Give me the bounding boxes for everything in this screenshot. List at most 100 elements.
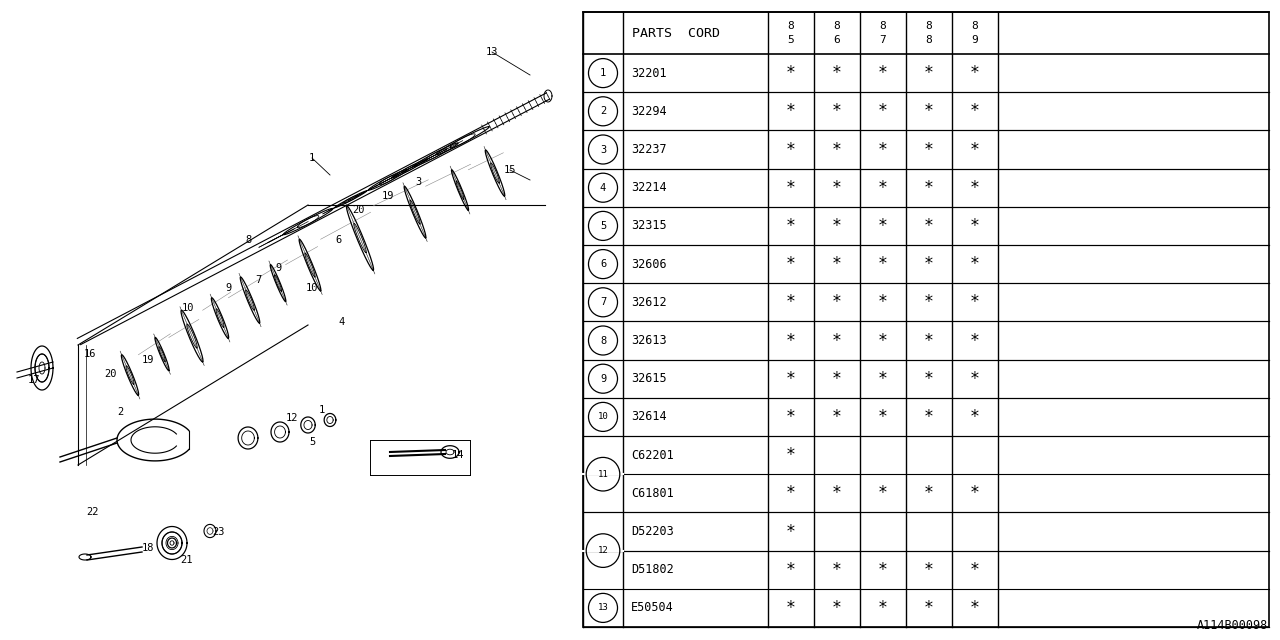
Text: *: *: [832, 332, 842, 349]
Text: 10: 10: [182, 303, 195, 313]
Text: 3: 3: [415, 177, 421, 187]
Text: 9: 9: [972, 35, 978, 45]
Text: *: *: [878, 102, 888, 120]
Text: 32201: 32201: [631, 67, 667, 79]
Text: *: *: [786, 64, 796, 82]
Text: *: *: [786, 102, 796, 120]
Text: 13: 13: [485, 47, 498, 57]
Text: *: *: [786, 408, 796, 426]
Text: 7: 7: [600, 298, 607, 307]
Text: *: *: [924, 102, 934, 120]
Text: 8: 8: [972, 21, 978, 31]
Text: 4: 4: [339, 317, 346, 327]
Text: *: *: [878, 599, 888, 617]
Text: 18: 18: [142, 543, 155, 553]
Text: *: *: [878, 332, 888, 349]
Text: *: *: [786, 217, 796, 235]
Text: 8: 8: [600, 335, 607, 346]
Text: *: *: [924, 217, 934, 235]
Text: 1: 1: [600, 68, 607, 78]
Text: *: *: [878, 561, 888, 579]
Text: 16: 16: [83, 349, 96, 359]
Text: *: *: [970, 255, 980, 273]
Text: *: *: [970, 64, 980, 82]
Text: 32614: 32614: [631, 410, 667, 424]
Text: 6: 6: [833, 35, 841, 45]
Text: *: *: [786, 179, 796, 196]
Text: *: *: [970, 179, 980, 196]
Text: 6: 6: [600, 259, 607, 269]
Text: *: *: [970, 561, 980, 579]
Text: *: *: [878, 484, 888, 502]
Text: *: *: [924, 599, 934, 617]
Text: *: *: [924, 293, 934, 311]
Text: *: *: [832, 408, 842, 426]
Text: 7: 7: [255, 275, 261, 285]
Text: A114B00098: A114B00098: [1197, 619, 1268, 632]
Text: *: *: [786, 484, 796, 502]
Text: *: *: [970, 217, 980, 235]
Text: *: *: [970, 484, 980, 502]
Text: C61801: C61801: [631, 487, 673, 500]
Text: 8: 8: [925, 35, 932, 45]
Text: 8: 8: [925, 21, 932, 31]
Text: *: *: [878, 217, 888, 235]
Text: 2: 2: [600, 106, 607, 116]
Text: C62201: C62201: [631, 449, 673, 461]
Text: 21: 21: [179, 555, 192, 565]
Bar: [582, 12, 1268, 627]
Text: *: *: [924, 370, 934, 388]
Text: 32606: 32606: [631, 258, 667, 271]
Text: 2: 2: [116, 407, 123, 417]
Text: 4: 4: [600, 182, 607, 193]
Text: *: *: [924, 484, 934, 502]
Text: *: *: [786, 293, 796, 311]
Text: *: *: [970, 408, 980, 426]
Text: *: *: [786, 255, 796, 273]
Text: 32615: 32615: [631, 372, 667, 385]
Text: *: *: [786, 561, 796, 579]
Text: *: *: [832, 141, 842, 159]
Text: *: *: [970, 332, 980, 349]
Text: *: *: [832, 484, 842, 502]
Text: *: *: [832, 64, 842, 82]
Text: *: *: [924, 141, 934, 159]
Text: 19: 19: [142, 355, 155, 365]
Text: 9: 9: [275, 263, 282, 273]
Text: *: *: [832, 255, 842, 273]
Text: E50504: E50504: [631, 602, 673, 614]
Text: *: *: [832, 293, 842, 311]
Text: 9: 9: [225, 283, 232, 293]
Text: *: *: [786, 332, 796, 349]
Text: 9: 9: [600, 374, 607, 384]
Text: *: *: [786, 522, 796, 541]
Text: *: *: [924, 332, 934, 349]
Text: *: *: [786, 141, 796, 159]
Text: 5: 5: [787, 35, 795, 45]
Text: *: *: [970, 141, 980, 159]
Text: PARTS  CORD: PARTS CORD: [631, 26, 719, 40]
Text: *: *: [832, 561, 842, 579]
Text: 23: 23: [211, 527, 224, 537]
Text: 32214: 32214: [631, 181, 667, 194]
Text: 8: 8: [244, 235, 251, 245]
Text: *: *: [878, 370, 888, 388]
Text: 13: 13: [598, 604, 608, 612]
Text: 14: 14: [452, 450, 465, 460]
Text: 15: 15: [504, 165, 516, 175]
Text: 8: 8: [787, 21, 795, 31]
Text: 10: 10: [598, 412, 608, 421]
Text: 1: 1: [319, 405, 325, 415]
Text: *: *: [878, 293, 888, 311]
Text: *: *: [924, 255, 934, 273]
Text: 19: 19: [381, 191, 394, 201]
Text: *: *: [878, 141, 888, 159]
Text: 8: 8: [833, 21, 841, 31]
Text: 7: 7: [879, 35, 886, 45]
Text: 20: 20: [104, 369, 116, 379]
Text: 32294: 32294: [631, 105, 667, 118]
Text: *: *: [832, 599, 842, 617]
Text: *: *: [924, 561, 934, 579]
Text: *: *: [924, 179, 934, 196]
Text: *: *: [878, 408, 888, 426]
